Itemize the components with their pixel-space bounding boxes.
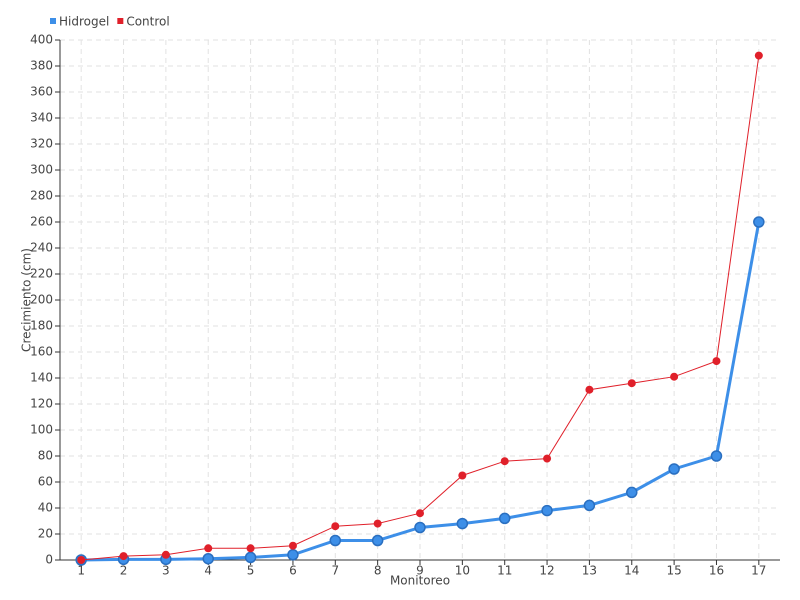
y-tick-label: 160 [30, 345, 53, 359]
x-tick-label: 14 [624, 564, 639, 578]
y-tick-label: 140 [30, 371, 53, 385]
y-tick-label: 0 [45, 553, 53, 567]
y-axis-title: Crecimiento (cm) [20, 248, 34, 352]
x-tick-label: 10 [455, 564, 470, 578]
data-point [670, 372, 679, 381]
x-tick-label: 15 [666, 564, 681, 578]
data-point [246, 544, 255, 553]
data-point [668, 463, 680, 475]
data-point [161, 550, 170, 559]
data-point [626, 486, 638, 499]
x-tick-label: 4 [204, 564, 212, 578]
data-point [331, 522, 340, 531]
data-point [585, 385, 594, 394]
data-point [456, 517, 469, 530]
y-tick-label: 40 [38, 501, 53, 515]
data-point [458, 471, 467, 480]
y-tick-label: 100 [30, 423, 53, 437]
data-point [541, 504, 553, 517]
y-tick-label: 200 [30, 293, 53, 307]
y-tick-label: 360 [30, 85, 53, 99]
data-point [500, 457, 509, 466]
legend-swatch [50, 18, 56, 24]
x-tick-label: 17 [751, 564, 766, 578]
legend-swatch [117, 18, 124, 24]
data-point [288, 541, 297, 550]
data-point [583, 499, 596, 512]
data-point [244, 551, 257, 564]
data-point [753, 216, 765, 228]
x-tick-label: 8 [374, 564, 382, 578]
y-tick-label: 80 [38, 449, 53, 463]
data-point [373, 519, 382, 528]
y-tick-label: 320 [30, 137, 53, 151]
data-point [754, 51, 763, 60]
legend-label: Hidrogel [59, 15, 109, 29]
y-tick-label: 20 [38, 527, 53, 541]
data-point [329, 534, 342, 547]
y-tick-label: 340 [30, 111, 53, 125]
data-point [371, 534, 384, 547]
x-tick-label: 11 [497, 564, 512, 578]
data-point [119, 552, 128, 561]
y-tick-label: 240 [30, 241, 53, 255]
x-tick-label: 16 [709, 564, 724, 578]
data-point [498, 512, 511, 525]
y-tick-label: 300 [30, 163, 53, 177]
x-tick-label: 9 [416, 564, 424, 578]
x-axis-title: Monitoreo [390, 574, 450, 588]
data-point [416, 509, 424, 518]
y-tick-label: 400 [30, 33, 53, 47]
x-tick-label: 12 [539, 564, 554, 578]
x-tick-label: 7 [331, 564, 339, 578]
y-tick-label: 220 [30, 267, 53, 281]
x-tick-label: 1 [77, 564, 85, 578]
y-tick-label: 380 [30, 59, 53, 73]
x-tick-label: 6 [289, 564, 297, 578]
y-tick-label: 180 [30, 319, 53, 333]
data-point [77, 556, 86, 564]
data-point [202, 552, 214, 565]
data-point [710, 450, 723, 462]
y-tick-label: 260 [30, 215, 53, 229]
y-tick-label: 280 [30, 189, 53, 203]
x-tick-label: 2 [120, 564, 128, 578]
x-tick-label: 3 [162, 564, 170, 578]
data-point [204, 544, 213, 553]
data-point [543, 454, 552, 463]
data-point [414, 521, 426, 534]
data-point [712, 357, 721, 366]
y-tick-label: 60 [38, 475, 53, 489]
x-tick-label: 5 [247, 564, 255, 578]
x-tick-label: 13 [582, 564, 597, 578]
data-point [627, 379, 636, 388]
y-tick-label: 120 [30, 397, 53, 411]
legend-label: Control [126, 15, 169, 29]
data-point [287, 549, 299, 561]
